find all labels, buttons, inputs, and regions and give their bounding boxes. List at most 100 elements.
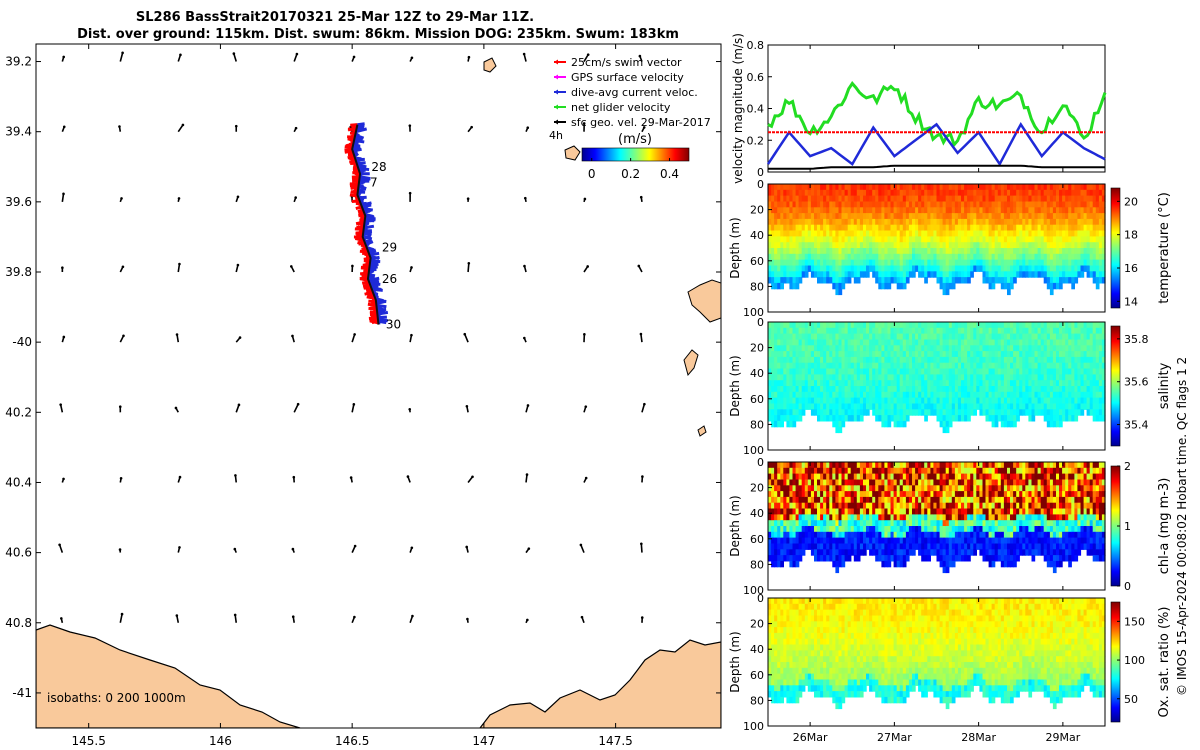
salinity-cell <box>844 322 849 329</box>
temperature-cell <box>866 242 870 249</box>
temperature-cell <box>912 184 916 191</box>
temperature-cell <box>792 224 797 232</box>
temperature-cell <box>1016 218 1020 226</box>
salinity-cell <box>927 333 931 340</box>
temperature-cell <box>878 271 882 278</box>
salinity-cell <box>1071 391 1075 399</box>
temperature-cell <box>964 242 968 249</box>
temperature-cell <box>1016 189 1020 197</box>
salinity-cell <box>945 420 950 428</box>
temperature-cell <box>804 184 809 191</box>
temperature-cell <box>1089 248 1094 255</box>
temperature-cell <box>899 282 904 290</box>
temperature-cell <box>810 253 815 261</box>
temperature-cell <box>878 184 882 191</box>
temperature-cell <box>930 242 935 249</box>
salinity-cell <box>820 368 824 375</box>
temperature-cell <box>994 201 999 208</box>
temperature-cell <box>982 201 987 208</box>
salinity-cell <box>1049 420 1054 428</box>
salinity-cell <box>875 409 879 416</box>
chla-cell <box>807 479 812 486</box>
chla-cell <box>798 502 803 510</box>
sfc-arrow-head <box>234 474 237 477</box>
chla-cell <box>841 526 846 533</box>
salinity-cell <box>789 420 794 428</box>
salinity-cell <box>859 386 864 393</box>
temperature-cell <box>964 248 968 255</box>
temperature-cell <box>1080 236 1085 243</box>
salinity-cell <box>835 420 840 428</box>
salinity-cell <box>1003 333 1008 340</box>
chla-cell <box>878 537 882 544</box>
chla-cell <box>792 485 797 492</box>
salinity-cell <box>810 397 815 404</box>
temperature-cell <box>832 271 836 278</box>
temperature-cell <box>936 265 941 272</box>
temperature-cell <box>1056 248 1060 255</box>
salinity-cell <box>1086 351 1091 358</box>
chla-cell <box>875 479 879 486</box>
salinity-cell <box>859 403 864 410</box>
chla-cell <box>783 496 787 504</box>
salinity-cell <box>991 339 996 346</box>
temperature-cell <box>1043 230 1048 237</box>
temperature-cell <box>853 189 858 197</box>
temperature-cell <box>1031 248 1036 255</box>
salinity-cell <box>863 333 867 340</box>
salinity-cell <box>994 333 999 340</box>
temperature-cell <box>853 236 858 243</box>
salinity-cell <box>899 368 904 375</box>
chla-cell <box>789 531 794 539</box>
temperature-cell <box>918 265 922 272</box>
salinity-cell <box>957 345 962 352</box>
salinity-cell <box>905 351 910 358</box>
chla-cell <box>768 502 772 510</box>
temperature-cell <box>1049 189 1054 197</box>
salinity-cell <box>1043 397 1048 404</box>
temperature-cell <box>1028 201 1033 208</box>
temperature-cell <box>933 224 938 232</box>
salinity-cell <box>1056 420 1060 428</box>
temperature-cell <box>804 265 809 272</box>
temperature-cell <box>771 224 775 232</box>
salinity-cell <box>948 339 953 346</box>
chla-cell <box>801 514 806 521</box>
temperature-cell <box>817 242 821 249</box>
salinity-cell <box>961 391 965 399</box>
chla-cell <box>832 496 836 504</box>
chla-cell <box>820 491 824 498</box>
salinity-cell <box>866 386 870 393</box>
salinity-cell <box>988 356 993 364</box>
temperature-cell <box>991 218 996 226</box>
temperature-cell <box>1037 271 1042 278</box>
temperature-cell <box>887 236 892 243</box>
temperature-cell <box>908 259 913 266</box>
chla-cell <box>835 555 840 562</box>
chla-cell <box>801 473 806 480</box>
salinity-cell <box>859 368 864 375</box>
salinity-cell <box>939 380 944 387</box>
swim-vector <box>347 137 355 142</box>
temperature-cell <box>887 201 892 208</box>
temperature-cell <box>1062 248 1066 255</box>
temperature-cell <box>1052 195 1057 202</box>
salinity-cell <box>948 391 953 399</box>
salinity-cell <box>915 403 919 410</box>
salinity-cell <box>918 322 922 329</box>
sfc-arrow-head <box>234 124 238 128</box>
salinity-cell <box>841 362 846 370</box>
salinity-cell <box>982 397 987 404</box>
salinity-cell <box>908 374 913 381</box>
chla-cell <box>774 502 778 510</box>
chla-cell <box>872 473 876 480</box>
temperature-cell <box>985 218 990 226</box>
temperature-cell <box>1007 236 1011 243</box>
temperature-cell <box>786 242 791 249</box>
salinity-cell <box>905 386 910 393</box>
temperature-cell <box>1007 242 1011 249</box>
temperature-cell <box>875 248 879 255</box>
temperature-cell <box>1068 236 1072 243</box>
salinity-cell <box>1022 351 1026 358</box>
temperature-cell <box>921 271 925 278</box>
